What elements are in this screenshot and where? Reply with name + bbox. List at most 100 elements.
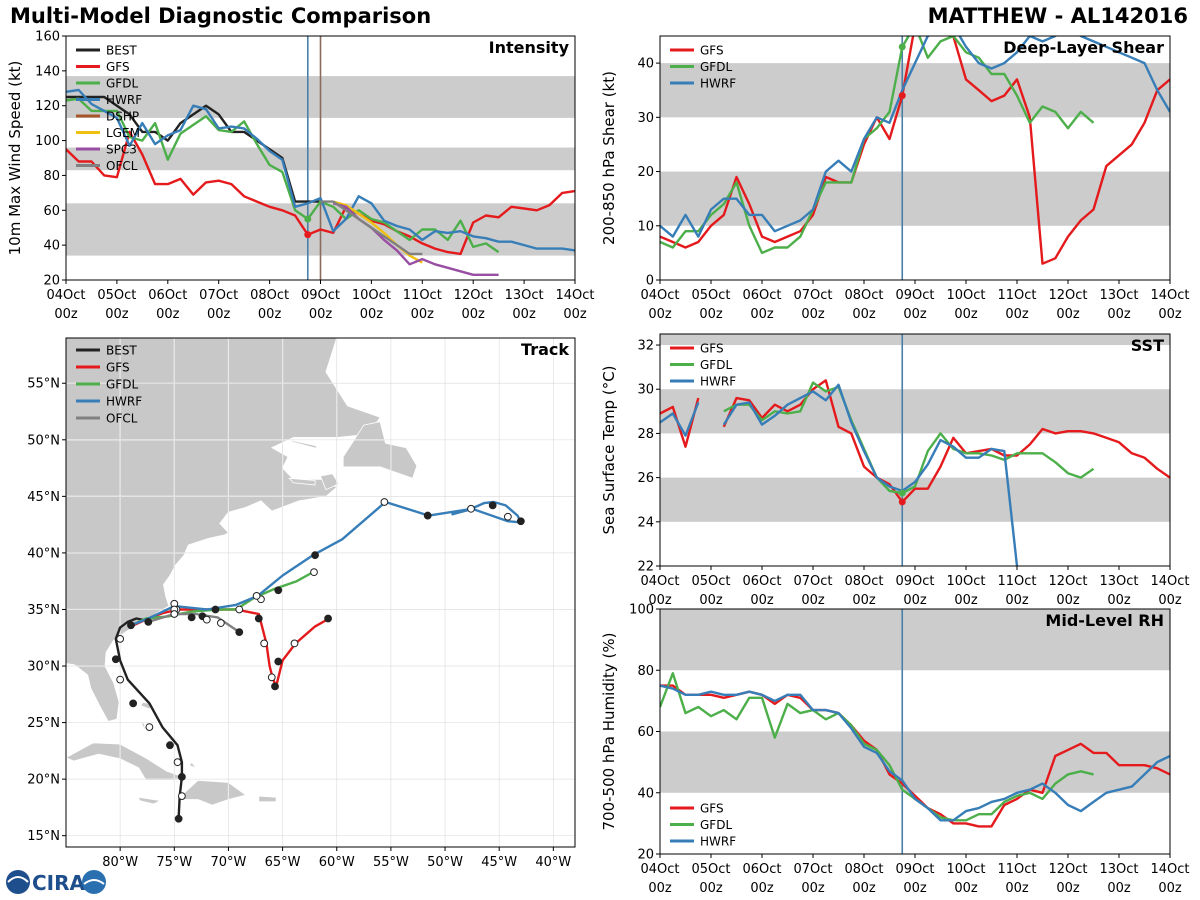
series-line-gfs: [722, 379, 1170, 504]
plot-frame: [65, 337, 576, 848]
y-tick-label: 20: [637, 165, 654, 180]
series-line-gfdl: [66, 97, 500, 254]
logo-seal-icon: [82, 870, 106, 894]
series-group: [660, 672, 1170, 828]
logo-globe-icon: [6, 870, 30, 894]
series-line-hwrf: [660, 684, 1170, 822]
track-fix-hwrf: [503, 512, 512, 521]
x-tick-day: 10Oct: [946, 288, 985, 303]
x-tick-day: 10Oct: [946, 862, 985, 877]
land-north-america: [66, 338, 381, 722]
y-tick-label: 40: [637, 57, 654, 72]
lat-tick-label: 55°N: [27, 377, 60, 392]
x-tick-hour: 00z: [1005, 307, 1029, 322]
legend-label-hwrf: HWRF: [106, 395, 142, 409]
y-axis-label: 10m Max Wind Speed (kt): [6, 61, 24, 256]
shear-panel: 0 10 20 30 40 04Oct 00z 05Oct 00z 06Oct 00z 07Oct 00…: [600, 35, 1190, 322]
init-marker-gfdl: [898, 43, 906, 51]
land-anticosti: [287, 440, 320, 450]
x-tick-day: 07Oct: [793, 288, 832, 303]
lat-tick-label: 45°N: [27, 490, 60, 505]
y-tick-label: 26: [637, 471, 654, 486]
legend-label-dshp: DSHP: [106, 110, 139, 124]
series-line-gfs: [660, 36, 1170, 265]
track-fix-ofcl: [170, 610, 179, 618]
x-tick-day: 07Oct: [199, 288, 238, 303]
track-fix-hwrf: [311, 551, 319, 560]
track-fix-ofcl: [202, 615, 211, 624]
y-tick-label: 80: [637, 664, 654, 679]
x-tick-hour: 00z: [699, 881, 723, 896]
x-tick-day: 14Oct: [1150, 862, 1189, 877]
track-fix-gfs: [290, 639, 299, 648]
x-tick-hour: 00z: [207, 307, 231, 322]
y-tick-label: 100: [35, 134, 60, 149]
track-fix-best: [145, 723, 154, 732]
y-tick-label: 160: [35, 30, 60, 45]
x-tick-day: 09Oct: [895, 862, 934, 877]
y-tick-label: 10: [637, 219, 654, 234]
init-marker-gfdl: [898, 489, 906, 497]
track-fix-hwrf: [252, 591, 261, 600]
series-line-best: [66, 95, 321, 203]
legend-label-gfs: GFS: [700, 44, 724, 58]
x-tick-hour: 00z: [512, 307, 536, 322]
track-fix-best: [173, 758, 182, 767]
x-tick-hour: 00z: [1107, 593, 1131, 608]
x-tick-hour: 00z: [648, 881, 672, 896]
x-tick-day: 08Oct: [844, 862, 883, 877]
cira-logo: CIRA: [6, 870, 106, 895]
y-axis-label: 700-500 hPa Humidity (%): [600, 632, 618, 830]
legend-label-hwrf: HWRF: [700, 77, 736, 91]
x-tick-hour: 00z: [903, 881, 927, 896]
track-panel: 15°N 20°N 25°N 30°N 35°N 40°N 45°N 50°N 55°N 80°W…: [27, 337, 576, 870]
init-marker-gfdl: [304, 215, 312, 223]
legend-label-gfdl: GFDL: [700, 60, 732, 74]
y-tick-label: 140: [35, 64, 60, 79]
track-fix-ofcl: [144, 618, 153, 626]
y-tick-label: 40: [637, 786, 654, 801]
panel-title: Intensity: [489, 38, 570, 57]
x-tick-day: 12Oct: [454, 288, 493, 303]
x-tick-hour: 00z: [1005, 593, 1029, 608]
x-tick-hour: 00z: [1005, 881, 1029, 896]
x-tick-day: 14Oct: [1150, 574, 1189, 589]
y-axis-label: Sea Surface Temp (°C): [600, 365, 618, 534]
y-tick-label: 28: [637, 427, 654, 442]
land-jamaica: [138, 796, 162, 805]
x-tick-hour: 00z: [750, 881, 774, 896]
x-tick-day: 04Oct: [640, 288, 679, 303]
y-tick-label: 20: [637, 848, 654, 863]
track-fix-hwrf: [423, 511, 432, 520]
track-fix-best: [129, 699, 138, 708]
land-cape-breton: [319, 473, 340, 491]
x-tick-day: 06Oct: [148, 288, 187, 303]
tracks-group: [111, 498, 525, 823]
lon-tick-label: 40°W: [535, 855, 571, 870]
y-tick-label: 60: [637, 725, 654, 740]
x-tick-day: 13Oct: [505, 288, 544, 303]
series-group: [66, 88, 575, 276]
legend-label-gfs: GFS: [106, 361, 130, 375]
lon-tick-label: 45°W: [481, 855, 517, 870]
panel-title: Mid-Level RH: [1045, 611, 1164, 630]
track-fix-hwrf: [467, 504, 475, 513]
lon-tick-label: 50°W: [427, 855, 463, 870]
threshold-band: [660, 731, 1170, 793]
x-tick-hour: 00z: [903, 593, 927, 608]
track-fix-best: [177, 772, 186, 781]
track-fix-best: [166, 741, 174, 750]
y-tick-label: 120: [35, 99, 60, 114]
x-tick-day: 08Oct: [844, 288, 883, 303]
x-tick-hour: 00z: [360, 307, 384, 322]
legend-label-best: BEST: [106, 344, 137, 358]
lat-tick-label: 15°N: [27, 829, 60, 844]
init-marker-gfs: [898, 92, 906, 100]
x-tick-day: 11Oct: [403, 288, 442, 303]
lon-tick-label: 75°W: [156, 855, 192, 870]
x-tick-hour: 00z: [1158, 593, 1182, 608]
lat-tick-label: 20°N: [27, 773, 60, 788]
x-tick-hour: 00z: [903, 307, 927, 322]
track-fix-gfs: [274, 657, 283, 666]
lat-tick-label: 40°N: [27, 546, 60, 561]
